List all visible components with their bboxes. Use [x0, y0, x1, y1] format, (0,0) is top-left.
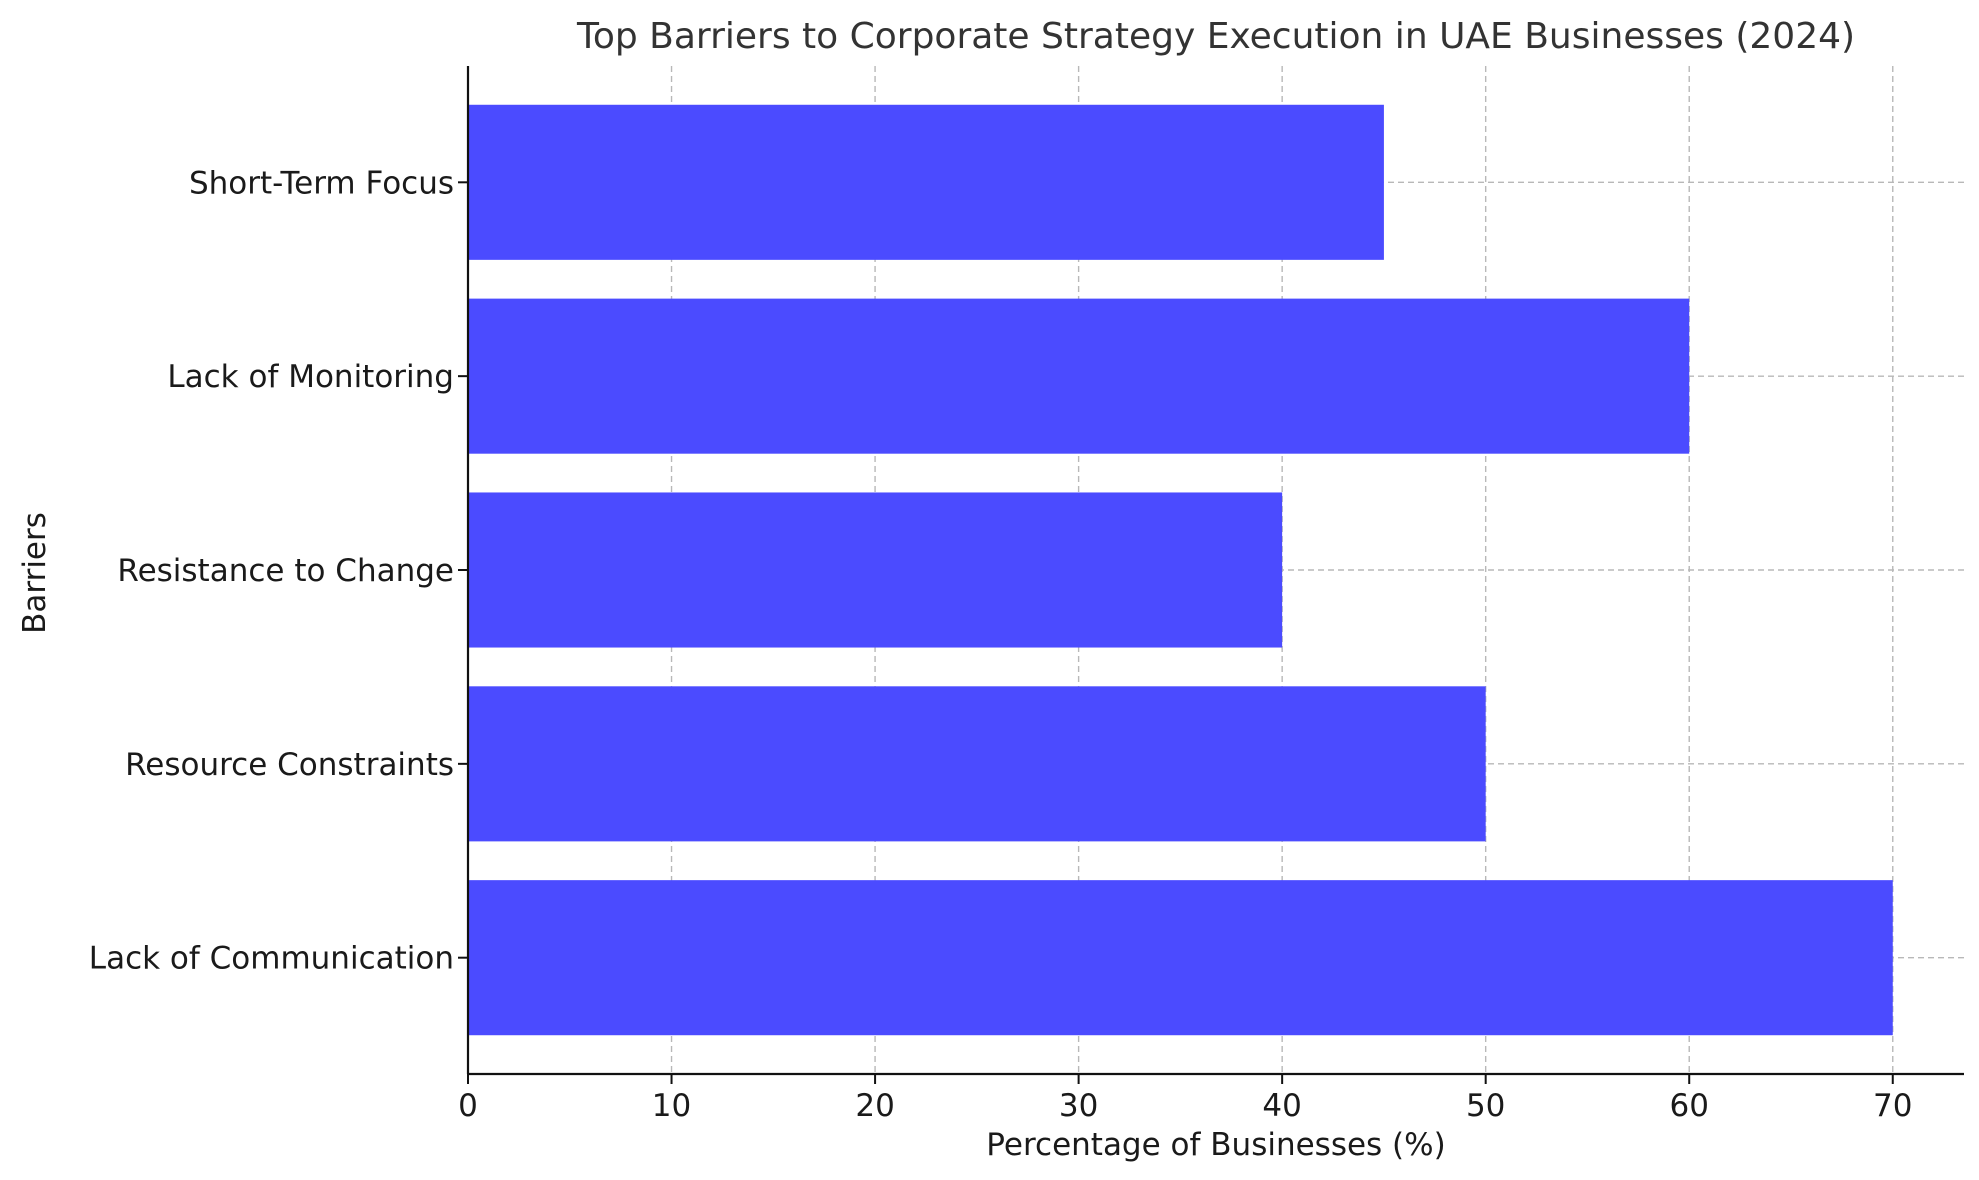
x-tick-label: 20	[855, 1088, 894, 1124]
y-tick-label: Resistance to Change	[117, 553, 454, 589]
y-tick-label: Resource Constraints	[125, 747, 454, 783]
bars	[468, 104, 1893, 1036]
x-tick-label: 60	[1669, 1088, 1708, 1124]
bar	[468, 880, 1893, 1036]
tick-labels: 0 10 20 30 40 50 60 70 Lack of Communication Reso…	[89, 165, 1913, 1124]
y-tick-label: Lack of Monitoring	[167, 359, 454, 395]
y-tick-label: Short-Term Focus	[189, 165, 454, 201]
x-axis-label: Percentage of Businesses (%)	[986, 1127, 1445, 1163]
x-tick-label: 30	[1059, 1088, 1098, 1124]
bar	[468, 298, 1690, 454]
bar	[468, 104, 1384, 260]
x-tick-label: 50	[1466, 1088, 1505, 1124]
x-tick-label: 70	[1873, 1088, 1912, 1124]
x-tick-label: 10	[652, 1088, 691, 1124]
chart-title: Top Barriers to Corporate Strategy Execu…	[576, 16, 1855, 57]
x-tick-label: 0	[458, 1088, 478, 1124]
bar	[468, 686, 1486, 842]
bar	[468, 492, 1283, 648]
y-axis-label: Barriers	[17, 512, 53, 634]
x-tick-label: 40	[1262, 1088, 1301, 1124]
y-tick-label: Lack of Communication	[89, 941, 454, 977]
